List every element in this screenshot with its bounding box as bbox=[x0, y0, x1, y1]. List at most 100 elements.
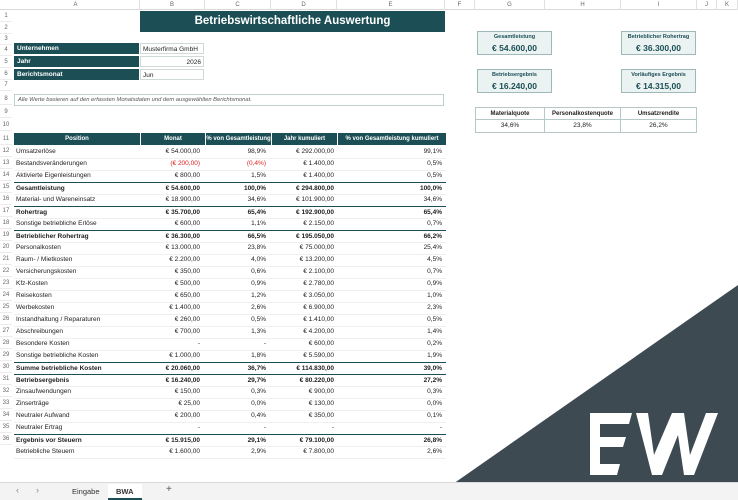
cell-pct-kumuliert[interactable]: 34,6% bbox=[423, 196, 442, 203]
cell-position[interactable]: Sonstige betriebliche Erlöse bbox=[16, 220, 97, 227]
cell-pct[interactable]: 2,6% bbox=[251, 304, 266, 311]
cell-jahr[interactable]: € 4.200,00 bbox=[303, 328, 334, 335]
table-row[interactable]: Zinserträge € 25,00 0,0% € 130,00 0,0% bbox=[14, 398, 446, 410]
cell-position[interactable]: Abschreibungen bbox=[16, 328, 63, 335]
table-header-pct-kumuliert[interactable]: % von Gesamtleistung kumuliert bbox=[338, 133, 446, 145]
cell-jahr[interactable]: € 1.400,00 bbox=[303, 172, 334, 179]
cell-monat[interactable]: € 260,00 bbox=[174, 316, 200, 323]
table-row[interactable]: Rohertrag € 35.700,00 65,4% € 192.900,00 65,… bbox=[14, 206, 446, 218]
cell-pct[interactable]: - bbox=[263, 340, 266, 347]
table-row[interactable]: Besondere Kosten - - € 600,00 0,2% bbox=[14, 338, 446, 350]
column-header-e[interactable]: E bbox=[337, 0, 445, 10]
cell-jahr[interactable]: € 114.830,00 bbox=[296, 365, 334, 372]
table-row[interactable]: Sonstige betriebliche Kosten € 1.000,00 1,… bbox=[14, 350, 446, 362]
row-header[interactable]: 9 bbox=[0, 106, 12, 118]
cell-pct[interactable]: 36,7% bbox=[247, 365, 266, 372]
cell-pct[interactable]: 100,0% bbox=[243, 185, 266, 192]
row-header[interactable]: 24 bbox=[0, 289, 12, 301]
table-row[interactable]: Zinsaufwendungen € 150,00 0,3% € 900,00 0,3% bbox=[14, 386, 446, 398]
cell-position[interactable]: Neutraler Ertrag bbox=[16, 424, 63, 431]
table-row[interactable]: Versicherungskosten € 350,00 0,6% € 2.100,0… bbox=[14, 266, 446, 278]
cell-jahr[interactable]: € 13.200,00 bbox=[299, 256, 334, 263]
row-header[interactable]: 10 bbox=[0, 119, 12, 131]
column-header-i[interactable]: I bbox=[621, 0, 697, 10]
month-field[interactable]: Jun bbox=[140, 69, 204, 80]
table-row[interactable]: Instandhaltung / Reparaturen € 260,00 0,5%… bbox=[14, 314, 446, 326]
cell-position[interactable]: Reisekosten bbox=[16, 292, 52, 299]
cell-jahr[interactable]: € 80.220,00 bbox=[299, 377, 334, 384]
cell-position[interactable]: Betriebsergebnis bbox=[16, 377, 70, 384]
cell-monat[interactable]: (€ 200,00) bbox=[170, 160, 200, 167]
table-row[interactable]: Material- und Wareneinsatz € 18.900,00 34,… bbox=[14, 194, 446, 206]
table-row[interactable]: Kfz-Kosten € 500,00 0,9% € 2.780,00 0,9% bbox=[14, 278, 446, 290]
table-header-position[interactable]: Position bbox=[14, 133, 140, 145]
cell-jahr[interactable]: € 1.400,00 bbox=[303, 160, 334, 167]
row-header[interactable]: 6 bbox=[0, 68, 12, 80]
cell-monat[interactable]: € 18.900,00 bbox=[165, 196, 200, 203]
cell-pct[interactable]: 65,4% bbox=[247, 209, 266, 216]
year-field[interactable]: 2026 bbox=[140, 56, 204, 67]
cell-monat[interactable]: € 54.000,00 bbox=[165, 148, 200, 155]
cell-monat[interactable]: - bbox=[197, 340, 200, 347]
cell-jahr[interactable]: - bbox=[331, 424, 334, 431]
cell-position[interactable]: Rohertrag bbox=[16, 209, 48, 216]
cell-position[interactable]: Kfz-Kosten bbox=[16, 280, 48, 287]
cell-pct-kumuliert[interactable]: 65,4% bbox=[423, 209, 442, 216]
cell-pct-kumuliert[interactable]: 0,7% bbox=[427, 268, 442, 275]
cell-position[interactable]: Aktivierte Eigenleistungen bbox=[16, 172, 91, 179]
cell-position[interactable]: Besondere Kosten bbox=[16, 340, 70, 347]
cell-jahr[interactable]: € 75.000,00 bbox=[299, 244, 334, 251]
row-header[interactable]: 1 bbox=[0, 10, 12, 22]
row-header[interactable]: 32 bbox=[0, 385, 12, 397]
cell-monat[interactable]: € 20.060,00 bbox=[165, 365, 200, 372]
kpi-gesamtleistung[interactable]: Gesamtleistung € 54.600,00 bbox=[477, 31, 552, 55]
add-sheet-icon[interactable]: + bbox=[166, 484, 172, 495]
cell-position[interactable]: Zinsaufwendungen bbox=[16, 388, 71, 395]
cell-pct[interactable]: 0,9% bbox=[251, 280, 266, 287]
cell-jahr[interactable]: € 3.050,00 bbox=[303, 292, 334, 299]
row-header[interactable]: 15 bbox=[0, 181, 12, 193]
row-header[interactable]: 3 bbox=[0, 33, 12, 45]
kpi-rohertrag[interactable]: Betrieblicher Rohertrag € 36.300,00 bbox=[621, 31, 696, 55]
table-row[interactable]: Abschreibungen € 700,00 1,3% € 4.200,00 1,4% bbox=[14, 326, 446, 338]
column-header-c[interactable]: C bbox=[205, 0, 271, 10]
cell-monat[interactable]: € 800,00 bbox=[174, 172, 200, 179]
cell-pct-kumuliert[interactable]: 0,3% bbox=[427, 388, 442, 395]
cell-monat[interactable]: € 200,00 bbox=[174, 412, 200, 419]
cell-monat[interactable]: € 16.240,00 bbox=[165, 377, 200, 384]
column-header-j[interactable]: J bbox=[697, 0, 717, 10]
cell-pct[interactable]: 1,1% bbox=[251, 220, 266, 227]
cell-jahr[interactable]: € 2.100,00 bbox=[303, 268, 334, 275]
row-header[interactable]: 26 bbox=[0, 313, 12, 325]
cell-jahr[interactable]: € 130,00 bbox=[308, 400, 334, 407]
row-header[interactable]: 33 bbox=[0, 397, 12, 409]
row-header[interactable]: 21 bbox=[0, 253, 12, 265]
cell-pct[interactable]: 1,3% bbox=[251, 328, 266, 335]
cell-position[interactable]: Bestandsveränderungen bbox=[16, 160, 87, 167]
cell-jahr[interactable]: € 294.800,00 bbox=[296, 185, 334, 192]
cell-position[interactable]: Gesamtleistung bbox=[16, 185, 65, 192]
cell-pct[interactable]: 23,8% bbox=[247, 244, 266, 251]
cell-jahr[interactable]: € 79.100,00 bbox=[299, 437, 334, 444]
row-header[interactable]: 16 bbox=[0, 193, 12, 205]
cell-pct-kumuliert[interactable]: 0,5% bbox=[427, 172, 442, 179]
row-header[interactable]: 17 bbox=[0, 205, 12, 217]
cell-pct-kumuliert[interactable]: 2,3% bbox=[427, 304, 442, 311]
cell-monat[interactable]: - bbox=[197, 424, 200, 431]
tab-prev-icon[interactable]: ‹ bbox=[16, 485, 19, 495]
kpi-vorlaeufiges-ergebnis[interactable]: Vorläufiges Ergebnis € 14.315,00 bbox=[621, 69, 696, 93]
cell-pct-kumuliert[interactable]: 99,1% bbox=[423, 148, 442, 155]
cell-monat[interactable]: € 36.300,00 bbox=[165, 233, 200, 240]
cell-position[interactable]: Betrieblicher Rohertrag bbox=[16, 233, 89, 240]
column-header-f[interactable]: F bbox=[445, 0, 475, 10]
cell-pct[interactable]: 29,1% bbox=[247, 437, 266, 444]
column-header-g[interactable]: G bbox=[475, 0, 545, 10]
cell-pct-kumuliert[interactable]: 1,9% bbox=[427, 352, 442, 359]
cell-jahr[interactable]: € 1.410,00 bbox=[303, 316, 334, 323]
cell-pct[interactable]: 0,6% bbox=[251, 268, 266, 275]
cell-monat[interactable]: € 54.600,00 bbox=[165, 185, 200, 192]
cell-pct-kumuliert[interactable]: 1,0% bbox=[427, 292, 442, 299]
column-header-d[interactable]: D bbox=[271, 0, 337, 10]
row-header[interactable]: 7 bbox=[0, 79, 12, 91]
cell-pct-kumuliert[interactable]: 0,7% bbox=[427, 220, 442, 227]
